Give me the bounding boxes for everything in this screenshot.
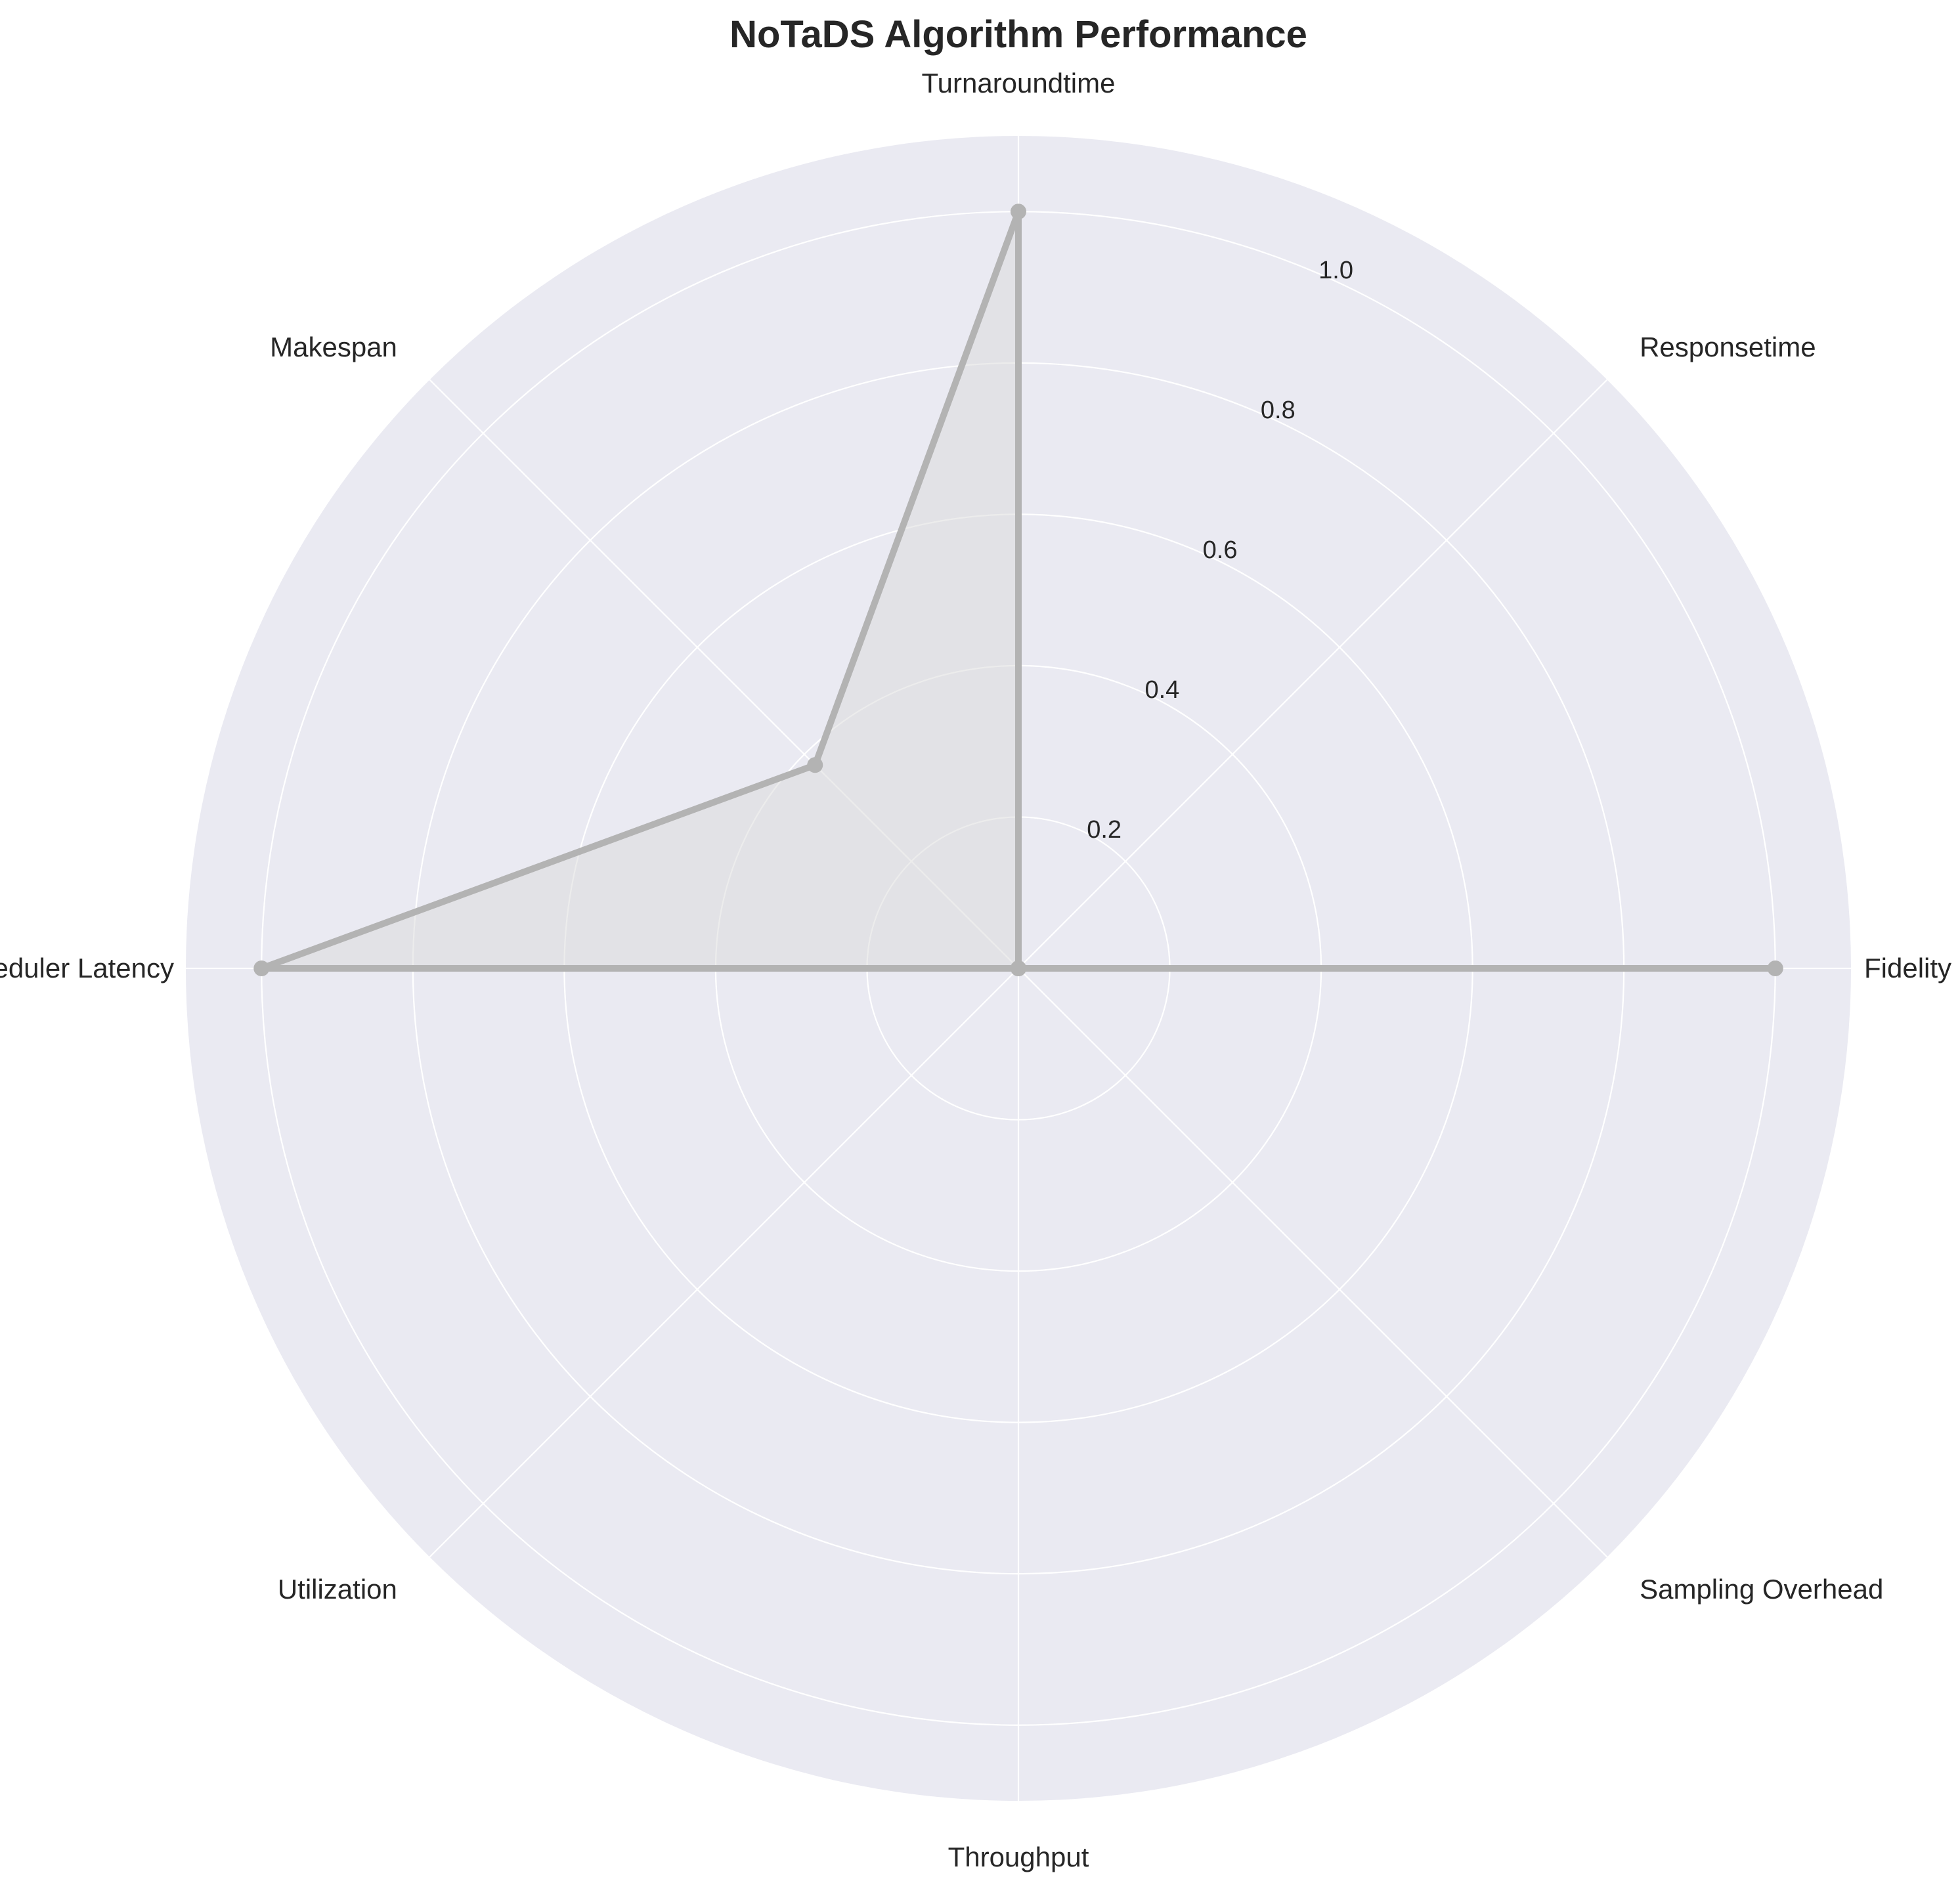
axis-label-fidelity: Fidelity [1864, 953, 1951, 983]
chart-title: NoTaDS Algorithm Performance [730, 13, 1307, 56]
axis-label-scheduler-latency: Scheduler Latency [0, 953, 174, 983]
series-point [1011, 960, 1026, 976]
series-point [1011, 204, 1026, 220]
axis-label-sampling-overhead: Sampling Overhead [1640, 1574, 1883, 1605]
axis-label-makespan: Makespan [270, 332, 397, 362]
radial-tick-label: 0.6 [1203, 536, 1238, 564]
series-point [253, 960, 270, 976]
axis-label-throughput: Throughput [948, 1842, 1089, 1872]
axis-label-utilization: Utilization [278, 1574, 397, 1605]
series-point [1767, 960, 1783, 976]
axis-labels: Fidelity Responsetime Turnaroundtime Makesp… [0, 68, 1951, 1872]
series [253, 204, 1783, 976]
radial-tick-label: 0.8 [1261, 397, 1296, 424]
axis-label-turnaroundtime: Turnaroundtime [922, 68, 1116, 98]
radial-tick-label: 0.4 [1144, 676, 1179, 704]
radial-tick-label: 0.2 [1087, 816, 1122, 844]
grid-spoke [429, 968, 1019, 1558]
grid-spoke [1018, 968, 1608, 1558]
grid-spoke [1018, 379, 1608, 969]
series-point [807, 757, 823, 773]
axis-label-responsetime: Responsetime [1640, 332, 1816, 362]
radial-tick-label: 1.0 [1318, 257, 1353, 284]
radial-tick-labels: 0.2 0.4 0.6 0.8 1.0 [1087, 257, 1353, 844]
